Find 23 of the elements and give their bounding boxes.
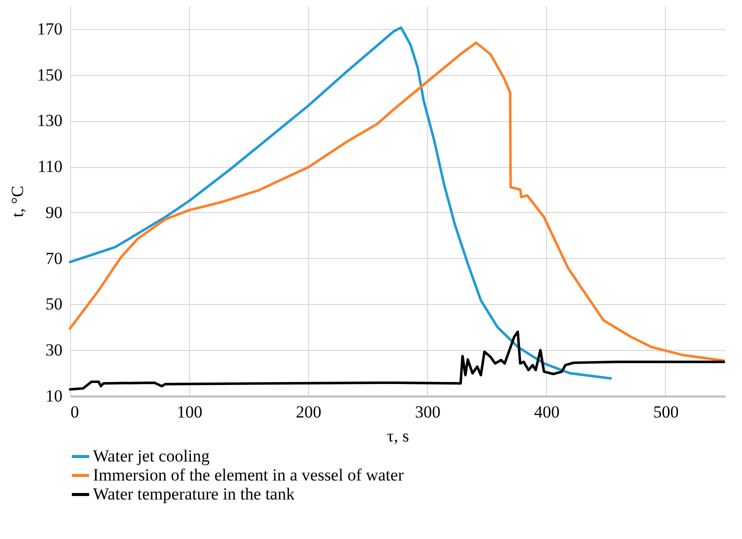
legend-label: Water temperature in the tank (93, 484, 296, 504)
y-tick-label: 70 (46, 248, 62, 268)
y-tick-label: 30 (46, 340, 62, 360)
x-tick-label: 0 (70, 402, 79, 422)
y-tick-label: 90 (46, 202, 62, 222)
y-tick-label: 10 (46, 386, 62, 406)
x-tick-label: 400 (534, 402, 560, 422)
y-tick-label: 170 (37, 19, 62, 38)
y-tick-label: 150 (37, 65, 62, 84)
x-axis-title: τ, s (387, 426, 409, 446)
y-tick-label: 130 (37, 111, 62, 130)
x-tick-label: 500 (653, 402, 679, 422)
y-tick-label: 110 (38, 157, 62, 176)
x-tick-label: 200 (296, 402, 322, 422)
legend-label: Water jet cooling (93, 446, 210, 466)
x-tick-label: 300 (415, 402, 441, 422)
x-tick-label: 100 (176, 402, 202, 422)
line-series (68, 26, 612, 380)
line-series (68, 330, 726, 391)
line-series (68, 41, 726, 362)
y-axis-title: t, °C (8, 186, 27, 218)
legend-label: Immersion of the element in a vessel of water (93, 466, 404, 484)
y-tick-label: 50 (46, 294, 62, 314)
